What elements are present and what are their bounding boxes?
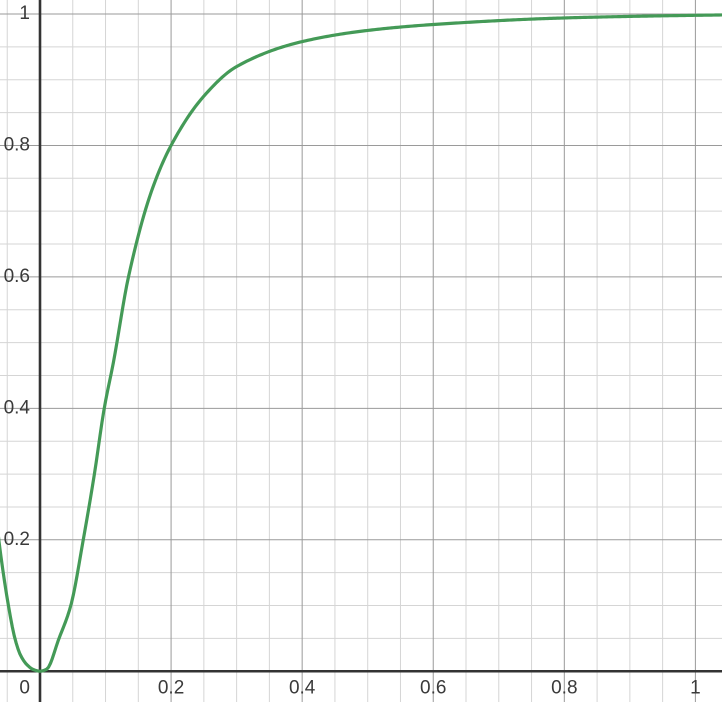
svg-text:0.2: 0.2 [4,529,30,550]
svg-text:0.4: 0.4 [289,677,316,698]
svg-text:0: 0 [19,677,30,698]
svg-text:1: 1 [19,3,30,24]
svg-text:0.6: 0.6 [4,266,30,287]
svg-text:0.8: 0.8 [4,134,30,155]
svg-text:1: 1 [690,677,701,698]
svg-text:0.8: 0.8 [551,677,577,698]
svg-text:0.4: 0.4 [4,397,31,418]
svg-text:0.2: 0.2 [158,677,184,698]
svg-text:0.6: 0.6 [420,677,446,698]
